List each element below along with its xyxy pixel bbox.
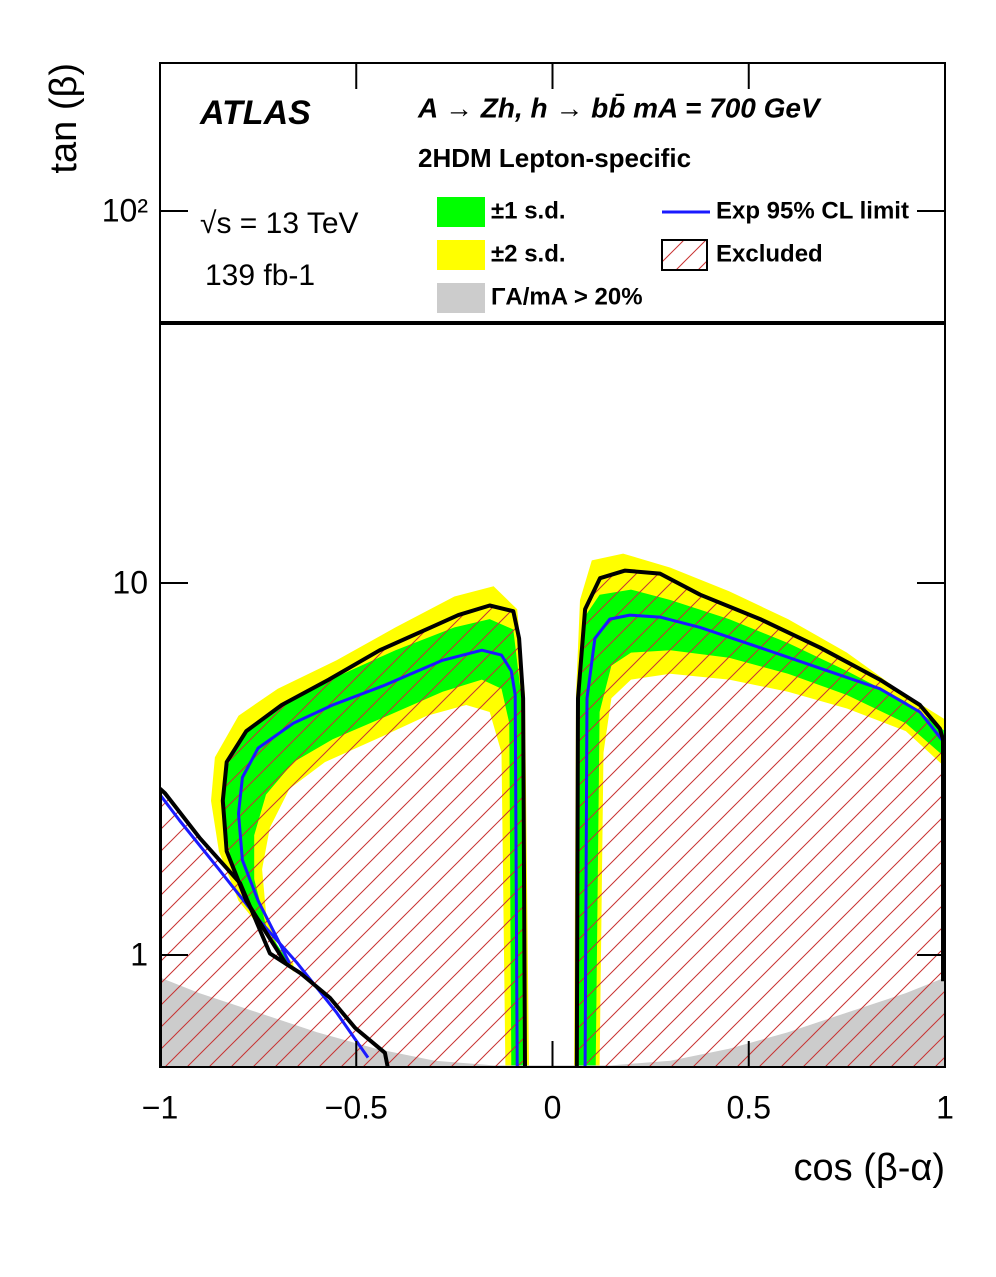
legend: ±1 s.d. ±2 s.d. ΓA/mA > 20% Exp 95% CL limi… (437, 197, 909, 313)
luminosity-label: 139 fb-1 (205, 259, 315, 292)
contour-line (220, 603, 527, 1067)
legend-label: ΓA/mA > 20% (491, 283, 643, 310)
contour-line (583, 613, 945, 1067)
x-axis-title: cos (β-α) (794, 1147, 945, 1189)
legend-label: ±1 s.d. (491, 197, 566, 224)
y-tick-label: 10 (112, 564, 148, 600)
legend-swatch (437, 240, 485, 270)
x-tick-label: 0.5 (727, 1089, 771, 1125)
x-tick-label: −0.5 (325, 1089, 388, 1125)
experiment-label: ATLAS (199, 94, 311, 132)
legend-label: Exp 95% CL limit (716, 197, 909, 224)
contour-line (160, 786, 390, 1067)
legend-swatch (437, 283, 485, 313)
y-axis-title: tan (β) (43, 63, 85, 174)
x-tick-label: −1 (142, 1089, 178, 1125)
axes: −1 −0.5 0 0.5 1 1 10 10² (102, 62, 954, 1125)
legend-swatch (661, 239, 708, 271)
model-label: 2HDM Lepton-specific (418, 143, 691, 173)
x-tick-label: 1 (936, 1089, 954, 1125)
x-tick-label: 0 (544, 1089, 562, 1125)
hatch-region (576, 570, 945, 1067)
y-tick-label: 1 (130, 936, 148, 972)
contour-line (574, 568, 945, 1067)
hatch-region (160, 605, 525, 1067)
process-label: A → Zh, h → bb̄ mA = 700 GeV (417, 92, 822, 123)
legend-label: Excluded (716, 240, 823, 267)
legend-label: ±2 s.d. (491, 240, 566, 267)
energy-label: √s = 13 TeV (200, 207, 359, 240)
contour-line (237, 648, 519, 1067)
y-tick-label: 10² (102, 192, 149, 228)
legend-swatch (437, 197, 485, 227)
